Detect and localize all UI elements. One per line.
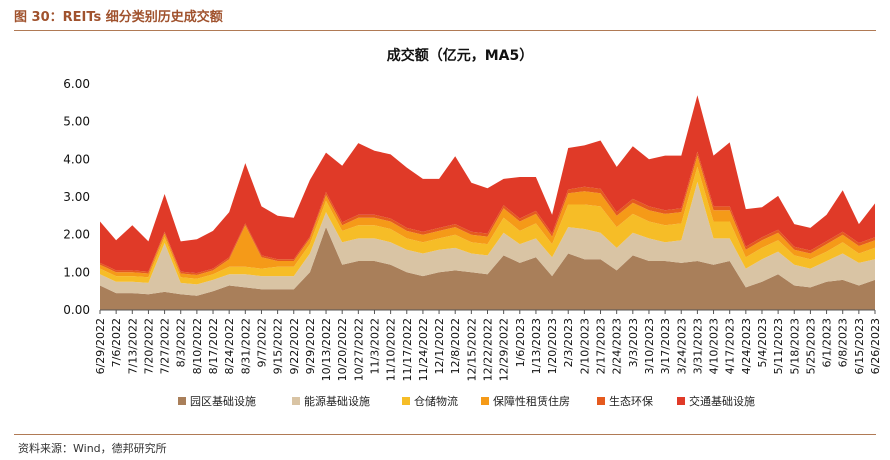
x-tick-label: 4/10/2023 bbox=[708, 318, 721, 374]
x-tick-label: 6/15/2023 bbox=[853, 318, 866, 374]
y-tick-label: 3.00 bbox=[63, 190, 90, 204]
x-tick-label: 3/10/2023 bbox=[643, 318, 656, 374]
x-tick-label: 5/4/2023 bbox=[756, 318, 769, 367]
y-tick-label: 5.00 bbox=[63, 115, 90, 129]
y-tick-labels: 0.00 1.00 2.00 3.00 4.00 5.00 6.00 bbox=[63, 77, 90, 317]
legend-label: 园区基础设施 bbox=[190, 395, 256, 408]
x-tick-label: 3/3/2023 bbox=[627, 318, 640, 367]
x-tick-label: 8/24/2022 bbox=[223, 318, 236, 374]
x-tick-label: 8/17/2022 bbox=[207, 318, 220, 374]
legend-label: 能源基础设施 bbox=[304, 394, 370, 408]
x-tick-label: 1/6/2023 bbox=[514, 318, 527, 367]
x-tick-label: 11/3/2022 bbox=[369, 318, 382, 374]
legend: 园区基础设施 能源基础设施 仓储物流 保障性租赁住房 生态环保 交通基础设施 bbox=[178, 394, 755, 408]
y-tick-label: 1.00 bbox=[63, 265, 90, 279]
figure-caption: 图 30：REITs 细分类别历史成交额 bbox=[14, 6, 223, 25]
area-series-5 bbox=[100, 95, 875, 274]
x-tick-label: 5/18/2023 bbox=[788, 318, 801, 374]
legend-swatch bbox=[292, 397, 300, 405]
x-tick-label: 5/11/2023 bbox=[772, 318, 785, 374]
series-areas bbox=[100, 95, 875, 310]
x-tick-label: 1/13/2023 bbox=[530, 318, 543, 374]
x-tick-label: 4/17/2023 bbox=[724, 318, 737, 374]
x-tick-label: 6/8/2023 bbox=[837, 318, 850, 367]
x-tick-label: 9/29/2022 bbox=[304, 318, 317, 374]
x-tick-label: 1/20/2023 bbox=[546, 318, 559, 374]
legend-label: 生态环保 bbox=[609, 394, 653, 408]
legend-swatch bbox=[402, 397, 410, 405]
legend-swatch bbox=[597, 397, 605, 405]
figure-label: 图 30： bbox=[14, 10, 63, 25]
y-tick-label: 2.00 bbox=[63, 228, 90, 242]
x-tick-label: 4/24/2023 bbox=[740, 318, 753, 374]
chart-title: 成交额（亿元，MA5） bbox=[387, 47, 534, 64]
x-tick-label: 12/22/2022 bbox=[482, 318, 495, 381]
stacked-area-chart: 成交额（亿元，MA5） 0.00 1.00 2.00 3.00 4.00 5.00 6.00… bbox=[63, 47, 882, 408]
x-tick-label: 7/27/2022 bbox=[159, 318, 172, 374]
x-tick-label: 11/24/2022 bbox=[417, 318, 430, 381]
y-tick-label: 0.00 bbox=[63, 303, 90, 317]
legend-swatch bbox=[178, 397, 186, 405]
x-tick-label: 2/24/2023 bbox=[611, 318, 624, 374]
x-tick-label: 8/3/2022 bbox=[175, 318, 188, 367]
legend-label: 保障性租赁住房 bbox=[493, 394, 570, 408]
x-tick-label: 12/8/2022 bbox=[449, 318, 462, 374]
x-tick-label: 9/15/2022 bbox=[272, 318, 285, 374]
x-tick-label: 12/1/2022 bbox=[433, 318, 446, 374]
x-tick-label: 3/17/2023 bbox=[659, 318, 672, 374]
x-tick-label: 6/26/2023 bbox=[869, 318, 882, 374]
area-series-2 bbox=[100, 166, 875, 285]
legend-swatch bbox=[481, 397, 489, 405]
x-tick-label: 3/31/2023 bbox=[691, 318, 704, 374]
y-tick-label: 4.00 bbox=[63, 152, 90, 166]
header-rule bbox=[14, 30, 876, 31]
x-tick-label: 3/24/2023 bbox=[675, 318, 688, 374]
x-tick-label: 10/20/2022 bbox=[336, 318, 349, 381]
x-tick-label: 7/6/2022 bbox=[110, 318, 123, 367]
x-tick-label: 8/10/2022 bbox=[191, 318, 204, 374]
x-tick-label: 7/20/2022 bbox=[142, 318, 155, 374]
area-series-1 bbox=[100, 181, 875, 296]
source-note: 资料来源：Wind，德邦研究所 bbox=[18, 442, 167, 455]
x-tick-label: 10/13/2022 bbox=[320, 318, 333, 381]
x-tick-label: 10/27/2022 bbox=[352, 318, 365, 381]
figure-title: REITs 细分类别历史成交额 bbox=[62, 10, 223, 25]
area-series-0 bbox=[100, 227, 875, 310]
x-tick-label: 7/13/2022 bbox=[126, 318, 139, 374]
x-tick-label: 11/17/2022 bbox=[401, 318, 414, 381]
legend-swatch bbox=[677, 397, 685, 405]
x-tick-label: 8/31/2022 bbox=[239, 318, 252, 374]
x-tick-label: 6/1/2023 bbox=[821, 318, 834, 367]
x-tick-label: 11/10/2022 bbox=[385, 318, 398, 381]
x-tick-label: 2/10/2023 bbox=[578, 318, 591, 374]
x-tick-label: 6/29/2022 bbox=[94, 318, 107, 374]
x-tick-labels: 6/29/2022 7/6/2022 7/13/2022 7/20/2022 7/27/… bbox=[94, 318, 882, 381]
axes bbox=[99, 309, 876, 314]
x-tick-label: 12/29/2022 bbox=[498, 318, 511, 381]
y-tick-label: 6.00 bbox=[63, 77, 90, 91]
x-tick-label: 9/22/2022 bbox=[288, 318, 301, 374]
x-tick-label: 2/17/2023 bbox=[595, 318, 608, 374]
x-tick-label: 9/7/2022 bbox=[256, 318, 269, 367]
x-tick-label: 2/3/2023 bbox=[562, 318, 575, 367]
area-series-3 bbox=[100, 155, 875, 279]
x-tick-label: 5/25/2023 bbox=[804, 318, 817, 374]
footer-rule bbox=[14, 434, 876, 435]
legend-label: 交通基础设施 bbox=[689, 394, 755, 408]
legend-label: 仓储物流 bbox=[414, 394, 458, 408]
x-tick-label: 12/15/2022 bbox=[465, 318, 478, 381]
